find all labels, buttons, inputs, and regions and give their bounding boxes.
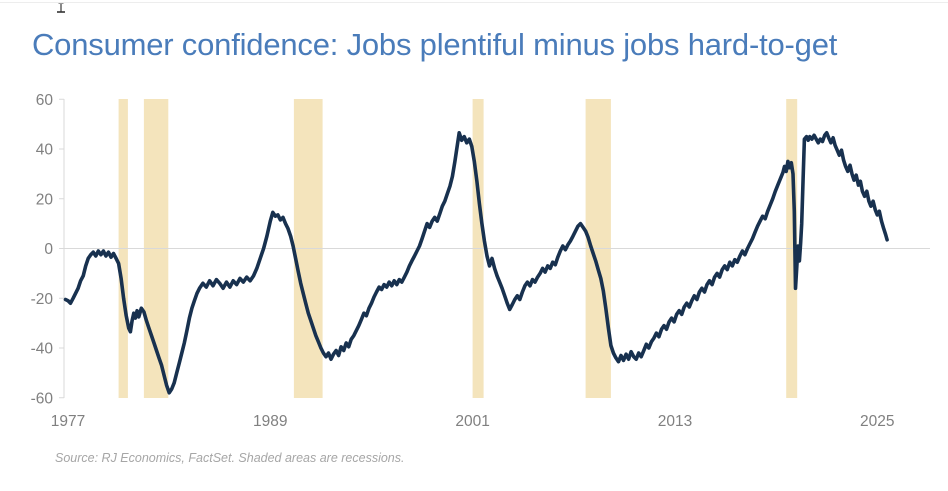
x-axis-label: 2025 — [860, 413, 894, 430]
y-axis-label: 0 — [44, 241, 53, 258]
top-divider — [0, 2, 948, 3]
y-axis-label: -20 — [31, 291, 54, 308]
x-axis-label: 2013 — [658, 413, 692, 430]
x-axis-label: 1977 — [51, 413, 85, 430]
chart-title: Consumer confidence: Jobs plentiful minu… — [32, 27, 838, 62]
y-axis-label: -60 — [31, 390, 54, 407]
x-axis-label: 2001 — [455, 413, 489, 430]
confidence-line — [63, 131, 889, 395]
x-axis-label: 1989 — [253, 413, 287, 430]
y-axis-label: 20 — [36, 191, 54, 208]
source-note: Source: RJ Economics, FactSet. Shaded ar… — [55, 451, 405, 465]
text-cursor-icon — [57, 3, 65, 13]
y-axis-label: 60 — [36, 92, 54, 109]
y-axis-label: -40 — [31, 341, 54, 358]
y-axis-label: 40 — [36, 142, 54, 159]
